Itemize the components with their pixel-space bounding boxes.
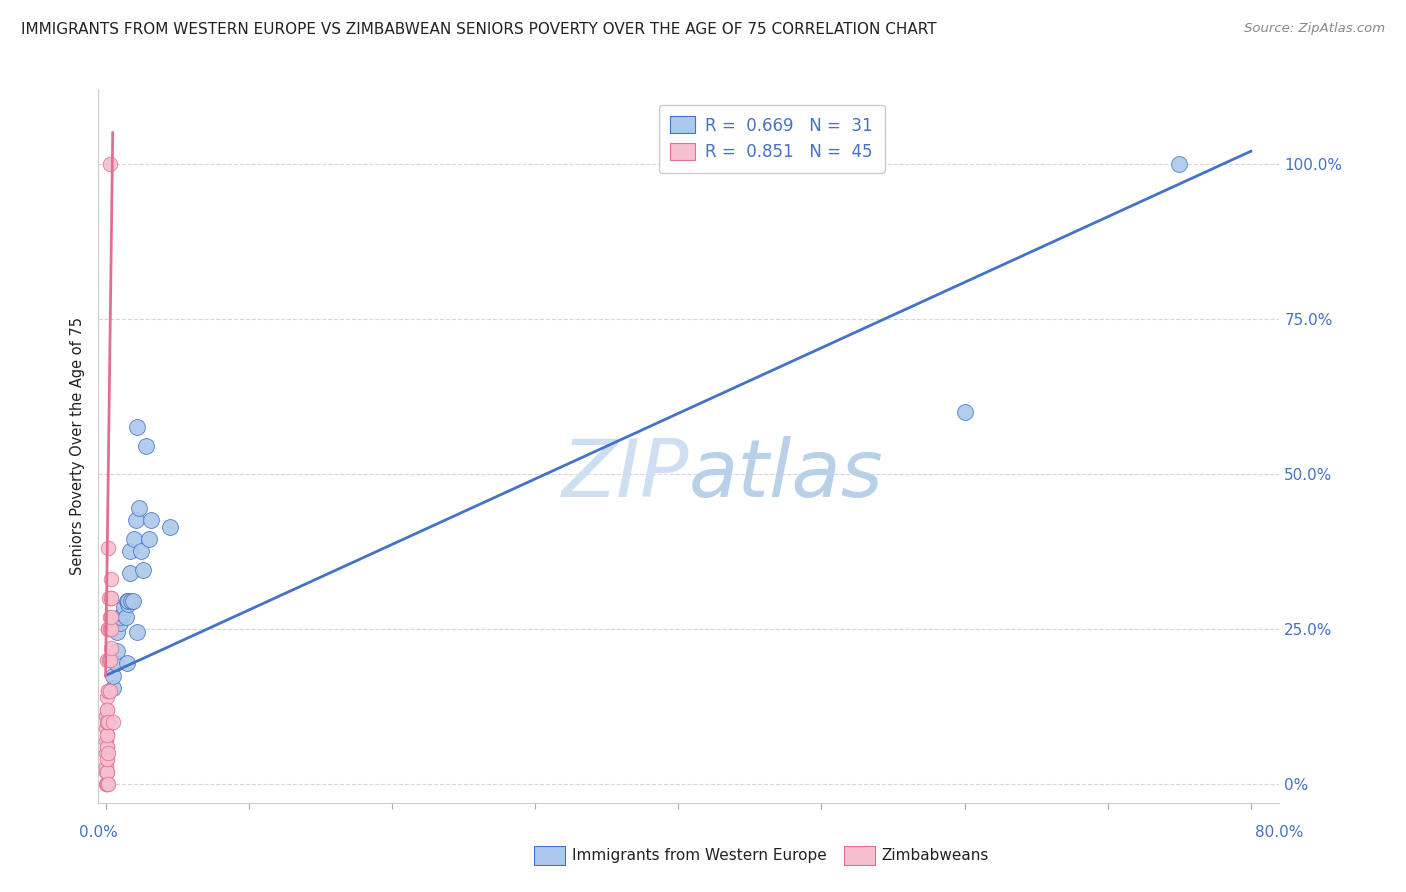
Point: [96, 777, 118, 791]
Point: [97, 622, 120, 636]
Point: [96, 690, 118, 705]
Point: [101, 715, 124, 730]
Point: [115, 656, 138, 670]
Point: [97, 541, 120, 556]
Point: [953, 405, 976, 419]
Point: [124, 513, 146, 527]
Point: [100, 573, 122, 587]
Point: [118, 544, 141, 558]
Point: [101, 668, 124, 682]
Text: IMMIGRANTS FROM WESTERN EUROPE VS ZIMBABWEAN SENIORS POVERTY OVER THE AGE OF 75 : IMMIGRANTS FROM WESTERN EUROPE VS ZIMBAB…: [21, 22, 936, 37]
Legend: R =  0.669   N =  31, R =  0.851   N =  45: R = 0.669 N = 31, R = 0.851 N = 45: [658, 104, 884, 173]
Text: ZIP: ZIP: [561, 435, 689, 514]
Text: atlas: atlas: [689, 435, 884, 514]
Point: [1168, 156, 1191, 170]
Point: [97, 746, 120, 760]
Point: [122, 532, 145, 546]
Point: [120, 594, 142, 608]
Point: [98, 684, 121, 698]
Point: [111, 607, 134, 621]
Point: [100, 591, 122, 605]
Point: [115, 594, 138, 608]
Point: [132, 563, 155, 577]
Point: [96, 703, 118, 717]
Point: [96, 764, 118, 779]
Point: [96, 715, 118, 730]
Point: [135, 439, 157, 453]
Point: [117, 594, 139, 608]
Point: [98, 653, 121, 667]
Point: [96, 752, 118, 766]
Point: [128, 501, 150, 516]
Point: [98, 609, 121, 624]
Point: [141, 513, 163, 527]
Point: [96, 764, 118, 779]
Point: [98, 622, 121, 636]
Point: [100, 622, 122, 636]
Point: [131, 544, 153, 558]
Text: 80.0%: 80.0%: [1256, 825, 1303, 840]
Point: [112, 600, 135, 615]
Point: [96, 752, 118, 766]
Point: [100, 609, 122, 624]
Point: [96, 777, 118, 791]
Point: [96, 733, 118, 747]
Point: [125, 420, 148, 434]
Point: [121, 594, 143, 608]
Point: [97, 715, 120, 730]
Point: [101, 681, 124, 695]
Point: [98, 156, 121, 170]
Point: [105, 644, 128, 658]
Point: [96, 722, 118, 736]
Point: [98, 653, 121, 667]
Point: [96, 727, 118, 741]
Y-axis label: Seniors Poverty Over the Age of 75: Seniors Poverty Over the Age of 75: [70, 317, 86, 575]
Point: [96, 739, 118, 754]
Point: [117, 597, 139, 611]
Point: [96, 764, 118, 779]
Point: [96, 653, 118, 667]
Point: [108, 615, 131, 630]
Point: [96, 758, 118, 772]
Point: [100, 640, 122, 655]
Point: [98, 591, 121, 605]
Point: [114, 609, 136, 624]
Point: [96, 739, 118, 754]
Text: Source: ZipAtlas.com: Source: ZipAtlas.com: [1244, 22, 1385, 36]
Point: [96, 703, 118, 717]
Text: Immigrants from Western Europe: Immigrants from Western Europe: [572, 848, 827, 863]
Point: [97, 684, 120, 698]
Point: [96, 715, 118, 730]
Point: [104, 656, 127, 670]
Point: [96, 746, 118, 760]
Point: [96, 709, 118, 723]
Point: [138, 532, 160, 546]
Point: [125, 625, 148, 640]
Point: [105, 625, 128, 640]
Text: 0.0%: 0.0%: [79, 825, 118, 840]
Point: [108, 609, 131, 624]
Point: [97, 684, 120, 698]
Point: [118, 566, 141, 581]
Point: [159, 519, 181, 533]
Point: [96, 777, 118, 791]
Point: [97, 777, 120, 791]
Point: [100, 591, 122, 605]
Point: [97, 622, 120, 636]
Point: [96, 727, 118, 741]
Text: Zimbabweans: Zimbabweans: [882, 848, 988, 863]
